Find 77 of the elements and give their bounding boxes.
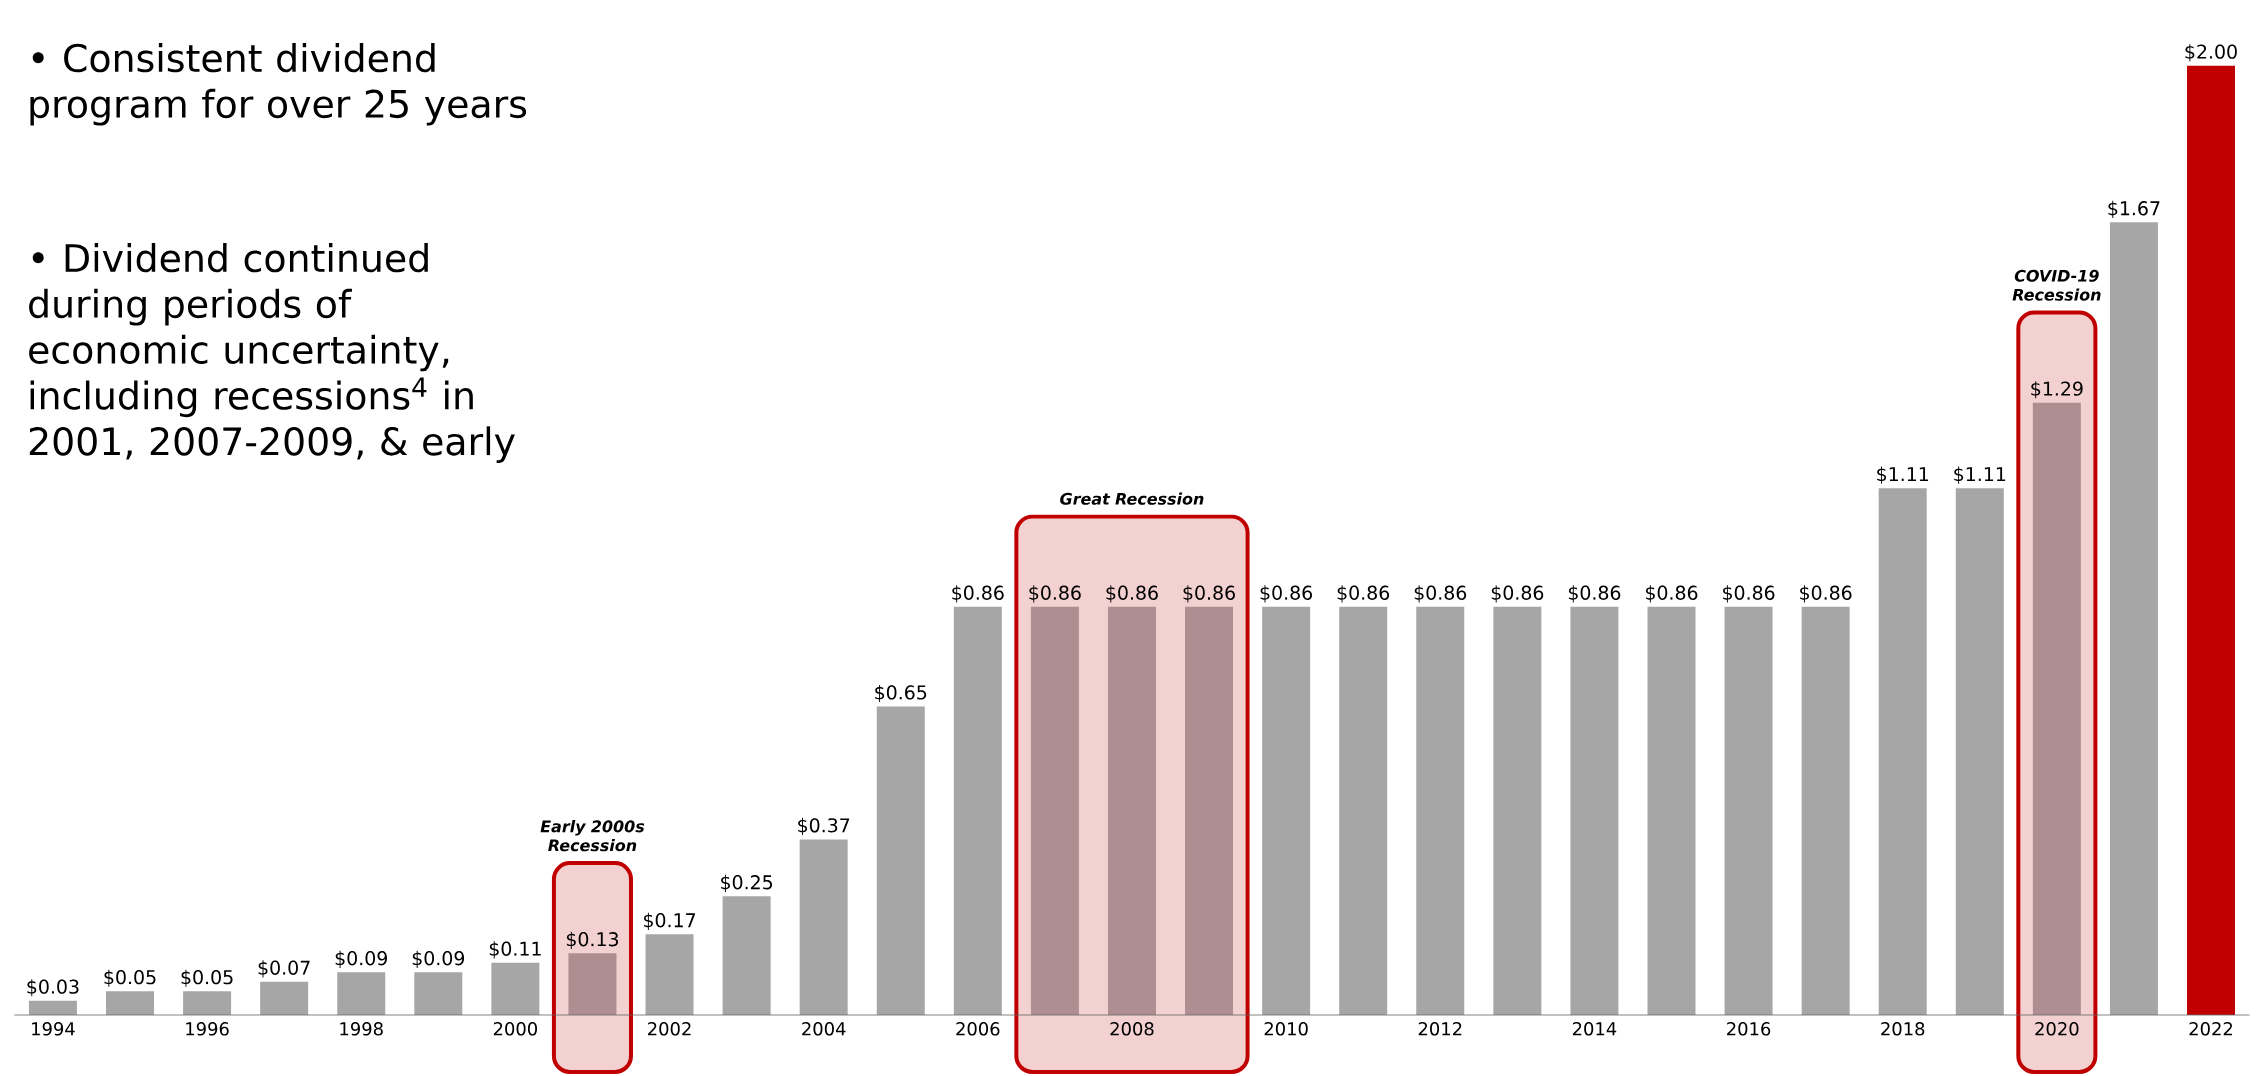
- bar: [1262, 606, 1311, 1015]
- bar: [1570, 606, 1619, 1015]
- x-tick-label: 2008: [1110, 1022, 1154, 1036]
- annotation: • Dividend continued during periods of economic uncertainty, including recessions$^{4}$ in 2001, 2007-2009, & early: [29, 243, 515, 463]
- bar: [183, 991, 232, 1015]
- bar: [1801, 606, 1850, 1015]
- data-label: $0.65: [875, 684, 927, 703]
- bar: [1030, 606, 1079, 1015]
- bar: [2187, 65, 2236, 1015]
- data-label: $0.25: [721, 874, 773, 892]
- data-label: $0.86: [1106, 585, 1158, 603]
- data-label: $0.13: [566, 931, 619, 949]
- data-label: $0.86: [1568, 585, 1621, 603]
- x-tick-label: 1998: [340, 1022, 383, 1036]
- x-tick-label: 2016: [1727, 1022, 1771, 1036]
- data-label: $0.86: [1414, 585, 1467, 603]
- x-tick-label: 2022: [2189, 1022, 2233, 1036]
- data-label: $1.29: [2031, 381, 2083, 399]
- data-label: $0.86: [1800, 585, 1852, 603]
- data-label: $2.00: [2185, 44, 2237, 62]
- bar: [1416, 606, 1465, 1015]
- data-label: $1.67: [2108, 200, 2160, 218]
- bar: [1107, 606, 1156, 1015]
- data-label: $1.11: [1877, 466, 1929, 484]
- annotation: • Consistent dividend program for over 25 years: [30, 43, 527, 126]
- bar: [1878, 488, 1927, 1015]
- data-label: $0.05: [181, 969, 233, 987]
- data-label: $0.07: [258, 960, 310, 978]
- data-label: $0.86: [1491, 585, 1544, 603]
- data-label: $1.11: [1954, 466, 2006, 484]
- data-label: $0.86: [952, 585, 1004, 603]
- bar: [2109, 222, 2158, 1015]
- band-label: COVID-19 Recession: [2012, 269, 2101, 301]
- x-tick-label: 2006: [956, 1022, 1000, 1036]
- bar: [645, 934, 694, 1015]
- band-label: Great Recession: [1060, 492, 1204, 505]
- data-label: $0.86: [1337, 585, 1390, 603]
- bar: [1955, 488, 2004, 1015]
- bar: [876, 706, 925, 1015]
- x-tick-label: 1996: [186, 1022, 229, 1036]
- band-label: Early 2000s Recession: [540, 820, 645, 852]
- bar: [1185, 606, 1234, 1015]
- x-tick-label: 2004: [802, 1022, 846, 1036]
- bar: [106, 991, 155, 1015]
- data-label: $0.86: [1029, 585, 1081, 603]
- x-tick-label: 2018: [1881, 1022, 1925, 1036]
- bar: [799, 839, 848, 1015]
- data-label: $0.17: [644, 912, 696, 930]
- bar: [491, 962, 540, 1015]
- x-tick-label: 2010: [1264, 1022, 1308, 1036]
- x-tick-label: 2002: [648, 1022, 691, 1036]
- bar: [568, 953, 617, 1015]
- bar: [260, 981, 309, 1015]
- x-tick-label: 2000: [493, 1022, 537, 1036]
- data-label: $0.86: [1260, 585, 1313, 603]
- data-label: $0.86: [1723, 585, 1775, 603]
- x-tick-label: 1994: [32, 1022, 75, 1036]
- bar: [1647, 606, 1696, 1015]
- data-label: $0.37: [798, 817, 850, 835]
- x-tick-label: 2020: [2035, 1022, 2079, 1036]
- data-label: $0.09: [412, 950, 465, 968]
- data-label: $0.05: [104, 969, 156, 987]
- bar: [722, 896, 771, 1015]
- data-label: $0.09: [335, 950, 387, 968]
- bar: [1724, 606, 1773, 1015]
- bar: [414, 972, 463, 1015]
- data-label: $0.11: [489, 941, 541, 959]
- x-tick-label: 2012: [1418, 1022, 1462, 1036]
- x-tick-label: 2014: [1572, 1022, 1617, 1036]
- bar: [953, 606, 1002, 1015]
- bar: [337, 972, 386, 1015]
- bar: [1339, 606, 1388, 1015]
- data-label: $0.86: [1645, 585, 1698, 603]
- bar: [1493, 606, 1542, 1015]
- data-label: $0.03: [27, 979, 79, 997]
- data-label: $0.86: [1183, 585, 1235, 603]
- bar: [28, 1000, 77, 1015]
